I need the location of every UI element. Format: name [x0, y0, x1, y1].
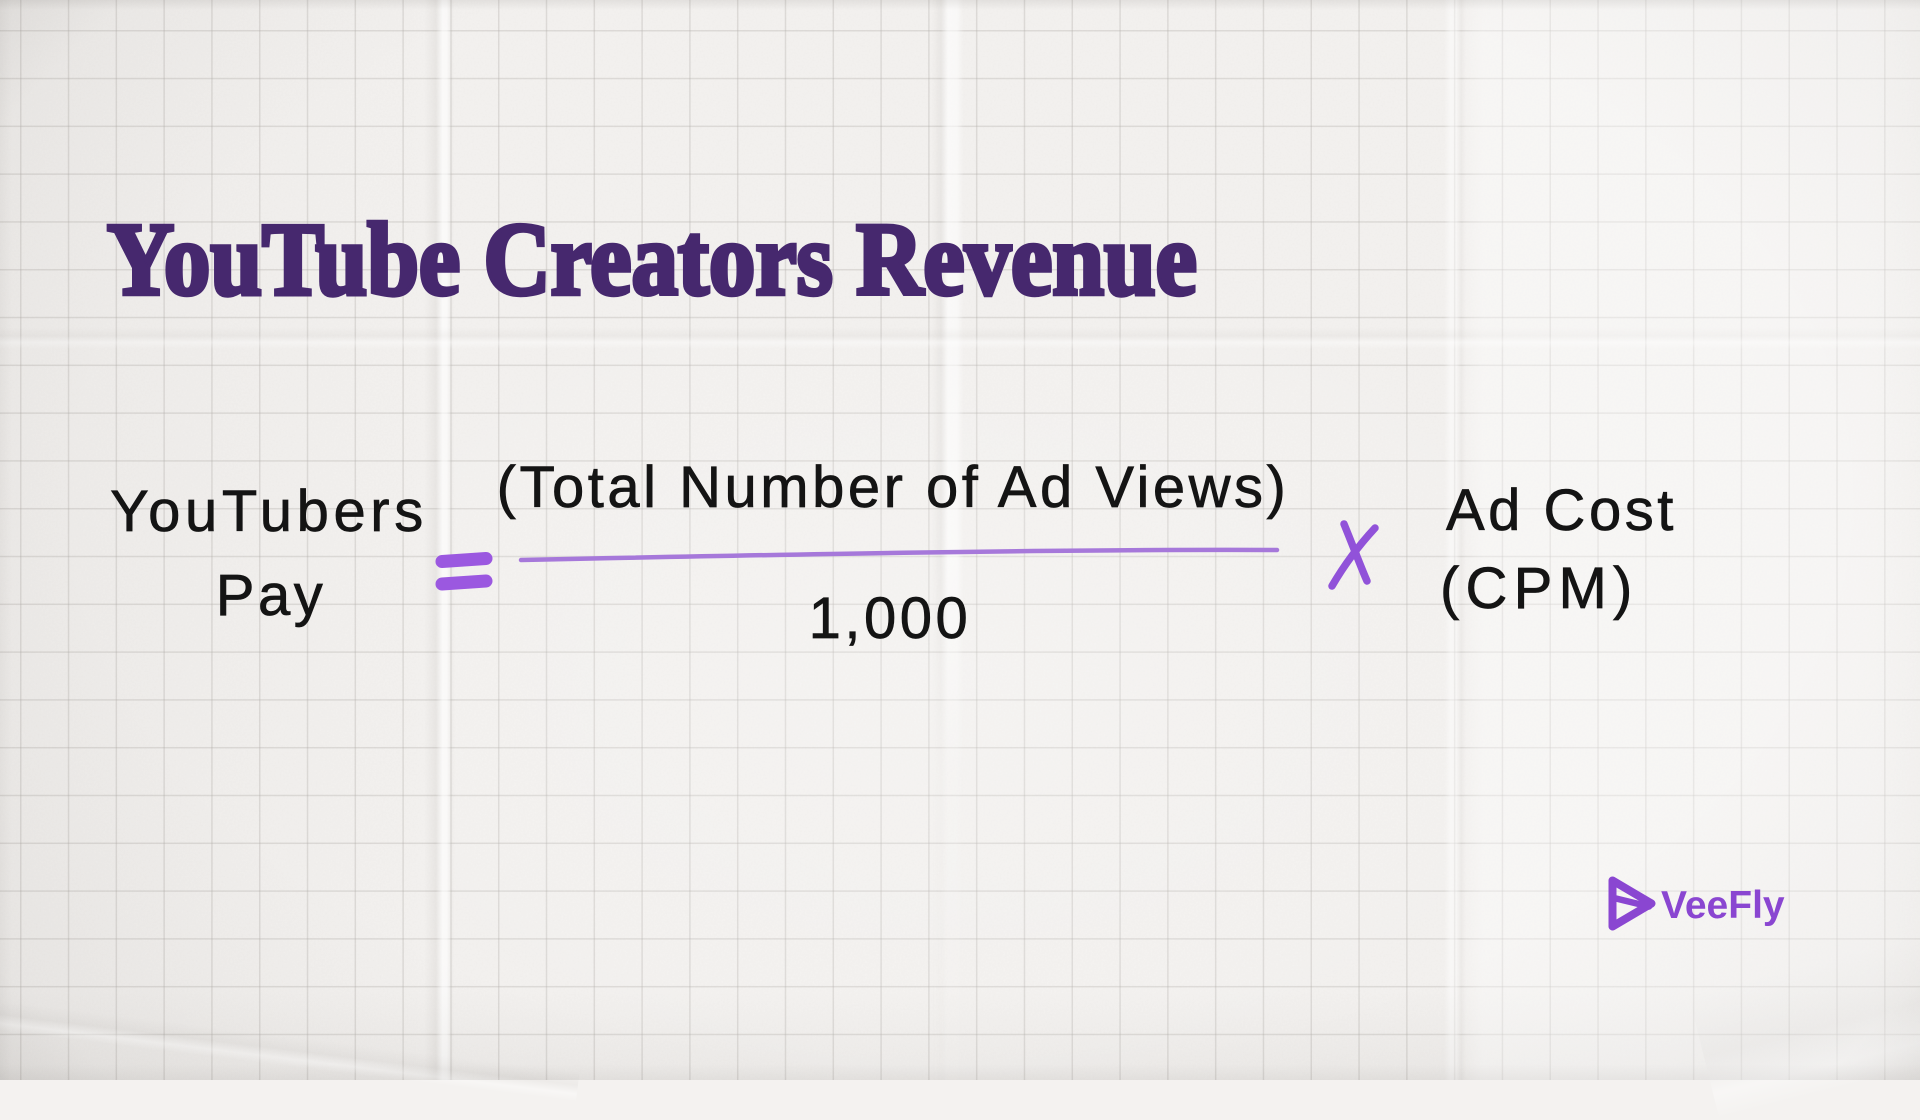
- svg-text:VeeFly: VeeFly: [1661, 884, 1785, 927]
